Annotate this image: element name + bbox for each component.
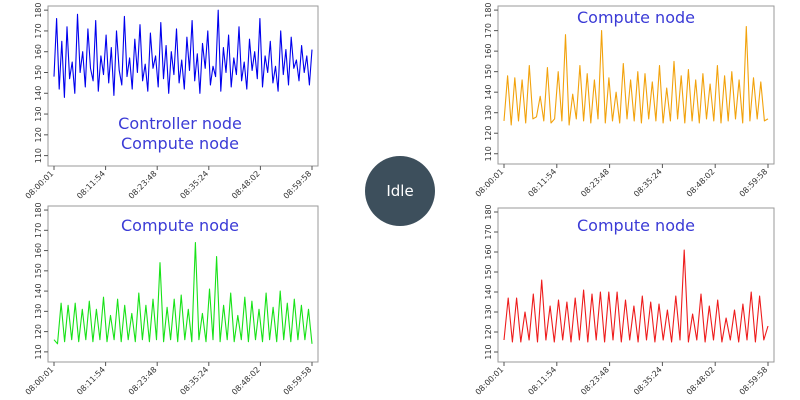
y-tick-label: 140 bbox=[484, 85, 493, 100]
plot-frame bbox=[47, 205, 319, 363]
chart-label: Compute node bbox=[498, 216, 774, 236]
plot-frame bbox=[497, 5, 775, 165]
y-tick-label: 160 bbox=[34, 44, 43, 59]
chart-svg: 110 120 130 140 150 160 170 180 08:00:01 08:11:54… bbox=[24, 3, 319, 201]
x-tick-label: 08:59:58 bbox=[738, 365, 770, 397]
y-tick-label: 150 bbox=[484, 264, 493, 279]
y-tick-label: 120 bbox=[484, 324, 493, 339]
y-tick-label: 180 bbox=[484, 2, 493, 17]
y-tick-label: 110 bbox=[484, 344, 493, 359]
series-line bbox=[503, 25, 769, 126]
x-tick-label: 08:11:54 bbox=[75, 169, 107, 201]
x-tick-label: 08:59:58 bbox=[282, 169, 314, 201]
x-tick-label: 08:35:24 bbox=[632, 365, 664, 397]
x-tick-label: 08:23:48 bbox=[579, 365, 611, 397]
y-tick-label: 130 bbox=[34, 106, 43, 121]
x-tick-label: 08:11:54 bbox=[75, 365, 107, 397]
x-tick-label: 08:11:54 bbox=[526, 167, 558, 199]
x-tick-label: 08:00:01 bbox=[24, 365, 56, 397]
chart-label-line: Compute node bbox=[577, 8, 695, 27]
x-tick-label: 08:11:54 bbox=[526, 365, 558, 397]
chart-label: Compute node bbox=[48, 216, 312, 236]
y-tick-label: 180 bbox=[484, 204, 493, 219]
x-tick-label: 08:35:24 bbox=[178, 365, 210, 397]
plot-frame bbox=[497, 207, 775, 363]
y-tick-label: 180 bbox=[34, 3, 43, 18]
x-tick-label: 08:00:01 bbox=[24, 169, 56, 201]
chart-bottom-right: 110 120 130 140 150 160 170 180 08:00:01 08:11:54… bbox=[470, 200, 800, 400]
y-tick-label: 110 bbox=[34, 148, 43, 163]
chart-top-left: 110 120 130 140 150 160 170 180 08:00:01 08:11:54… bbox=[0, 0, 330, 201]
chart-label: Compute node bbox=[498, 8, 774, 28]
chart-svg: 110 120 130 140 150 160 170 180 08:00:01 08:11:54… bbox=[24, 202, 319, 397]
y-tick-label: 170 bbox=[484, 23, 493, 38]
chart-label: Controller node Compute node bbox=[48, 114, 312, 154]
x-tick-label: 08:59:58 bbox=[282, 365, 314, 397]
x-tick-label: 08:35:24 bbox=[178, 169, 210, 201]
chart-svg: 110 120 130 140 150 160 170 180 08:00:01 08:11:54… bbox=[474, 2, 775, 199]
series-line bbox=[53, 9, 313, 98]
y-tick-label: 110 bbox=[484, 146, 493, 161]
y-tick-label: 130 bbox=[484, 304, 493, 319]
x-tick-label: 08:23:48 bbox=[579, 167, 611, 199]
chart-label-line: Compute node bbox=[121, 216, 239, 235]
chart-label-line: Compute node bbox=[121, 134, 239, 153]
x-tick-label: 08:48:02 bbox=[230, 169, 262, 201]
y-tick-label: 180 bbox=[34, 202, 43, 217]
y-tick-label: 160 bbox=[484, 44, 493, 59]
chart-label-line: Controller node bbox=[118, 114, 242, 133]
idle-badge: Idle bbox=[365, 156, 435, 226]
x-tick-label: 08:23:48 bbox=[127, 365, 159, 397]
x-tick-label: 08:23:48 bbox=[127, 169, 159, 201]
y-tick-label: 170 bbox=[484, 224, 493, 239]
y-tick-label: 150 bbox=[34, 263, 43, 278]
y-tick-label: 150 bbox=[484, 64, 493, 79]
y-tick-label: 120 bbox=[34, 127, 43, 142]
y-tick-label: 130 bbox=[484, 105, 493, 120]
y-tick-label: 110 bbox=[34, 344, 43, 359]
x-tick-label: 08:48:02 bbox=[685, 167, 717, 199]
series-line bbox=[53, 241, 313, 345]
y-tick-label: 140 bbox=[484, 284, 493, 299]
x-tick-label: 08:59:58 bbox=[738, 167, 770, 199]
y-tick-label: 130 bbox=[34, 304, 43, 319]
y-tick-label: 170 bbox=[34, 223, 43, 238]
plot-frame bbox=[47, 5, 319, 167]
y-tick-label: 140 bbox=[34, 283, 43, 298]
x-tick-label: 08:35:24 bbox=[632, 167, 664, 199]
chart-label-line: Compute node bbox=[577, 216, 695, 235]
x-tick-label: 08:00:01 bbox=[474, 365, 506, 397]
x-tick-label: 08:00:01 bbox=[474, 167, 506, 199]
y-tick-label: 160 bbox=[484, 244, 493, 259]
y-tick-label: 170 bbox=[34, 23, 43, 38]
chart-top-right: 110 120 130 140 150 160 170 180 08:00:01 08:11:54… bbox=[470, 0, 800, 199]
chart-bottom-left: 110 120 130 140 150 160 170 180 08:00:01 08:11:54… bbox=[0, 200, 330, 400]
y-tick-label: 160 bbox=[34, 243, 43, 258]
x-tick-label: 08:48:02 bbox=[685, 365, 717, 397]
chart-svg: 110 120 130 140 150 160 170 180 08:00:01 08:11:54… bbox=[474, 204, 775, 397]
x-tick-label: 08:48:02 bbox=[230, 365, 262, 397]
y-tick-label: 140 bbox=[34, 86, 43, 101]
series-line bbox=[503, 249, 769, 343]
idle-label: Idle bbox=[386, 182, 414, 200]
y-tick-label: 120 bbox=[484, 126, 493, 141]
y-tick-label: 150 bbox=[34, 65, 43, 80]
y-tick-label: 120 bbox=[34, 324, 43, 339]
